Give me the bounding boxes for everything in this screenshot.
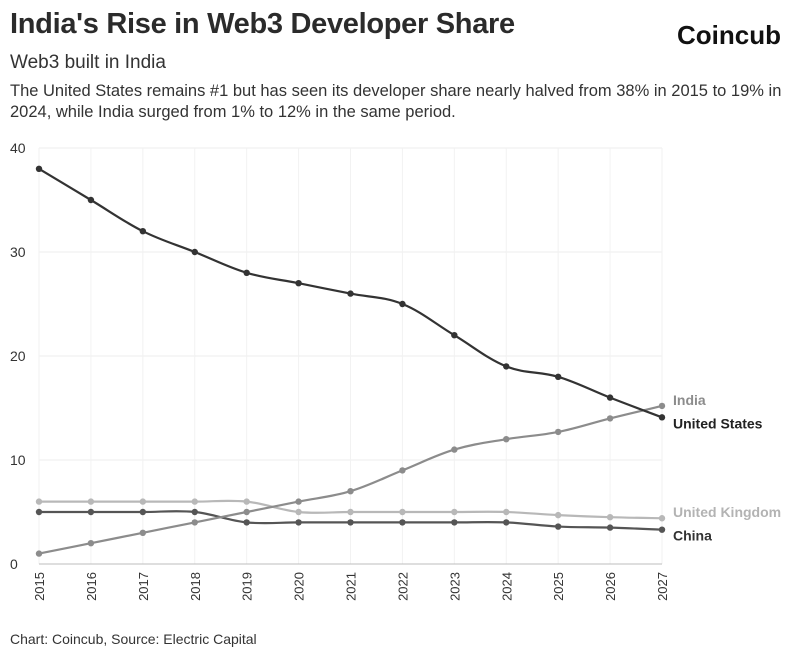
data-point-india: [554, 428, 562, 436]
data-point-china: [503, 519, 510, 526]
series-label-united-kingdom: United Kingdom: [673, 504, 781, 520]
chart-title: India's Rise in Web3 Developer Share: [10, 8, 515, 40]
data-point-china: [191, 508, 198, 516]
data-point-china: [139, 508, 147, 516]
data-point-united-kingdom: [399, 508, 406, 516]
data-point-united-states: [606, 394, 614, 401]
series-group: [35, 165, 666, 557]
data-point-united-kingdom: [191, 498, 198, 505]
data-point-india: [606, 415, 614, 422]
data-point-india: [191, 519, 198, 526]
data-point-india: [451, 446, 458, 453]
data-point-united-kingdom: [87, 498, 95, 505]
data-point-china: [35, 508, 43, 516]
data-point-india: [35, 550, 43, 557]
data-point-china: [658, 526, 666, 533]
x-tick-label: 2027: [655, 572, 670, 601]
data-point-united-states: [503, 363, 510, 370]
data-point-united-states: [347, 290, 354, 297]
chart-subtitle: Web3 built in India: [10, 52, 166, 73]
data-point-united-states: [35, 165, 43, 172]
data-point-china: [347, 519, 354, 526]
x-tick-label: 2024: [499, 572, 514, 601]
brand-logo: Coincub: [677, 20, 781, 50]
data-point-united-kingdom: [658, 515, 666, 522]
series-label-china: China: [673, 528, 712, 544]
data-point-china: [87, 508, 95, 516]
data-point-india: [658, 402, 666, 410]
x-tick-label: 2019: [240, 572, 255, 601]
x-tick-label: 2015: [32, 572, 47, 601]
data-point-united-kingdom: [295, 508, 302, 516]
x-tick-label: 2025: [551, 572, 566, 601]
data-point-united-kingdom: [35, 498, 43, 505]
data-point-united-states: [658, 414, 666, 421]
data-point-india: [87, 540, 95, 547]
data-point-india: [295, 498, 302, 505]
data-point-united-states: [554, 373, 562, 380]
data-point-united-kingdom: [554, 511, 562, 519]
data-point-china: [243, 519, 250, 526]
chart-source: Chart: Coincub, Source: Electric Capital: [10, 631, 257, 647]
data-point-india: [347, 488, 354, 495]
data-point-united-kingdom: [503, 508, 510, 516]
data-point-united-states: [451, 332, 458, 339]
series-label-united-states: United States: [673, 415, 763, 431]
y-tick-label: 10: [10, 452, 26, 468]
data-point-united-kingdom: [139, 498, 147, 505]
x-tick-label: 2023: [447, 572, 462, 601]
data-point-india: [139, 529, 147, 536]
data-point-china: [554, 523, 562, 530]
x-tick-label: 2026: [603, 572, 618, 601]
data-point-china: [451, 519, 458, 526]
y-axis: 0 10 20 30 40: [10, 140, 26, 572]
x-tick-label: 2018: [188, 572, 203, 601]
x-tick-label: 2021: [344, 572, 359, 601]
y-tick-label: 30: [10, 244, 26, 260]
y-tick-label: 40: [10, 140, 26, 156]
x-tick-label: 2016: [84, 572, 99, 601]
y-tick-label: 0: [10, 556, 18, 572]
data-point-united-kingdom: [347, 508, 354, 516]
data-point-china: [606, 524, 614, 531]
series-labels: United States India United Kingdom China: [673, 392, 781, 544]
data-point-china: [399, 519, 406, 526]
data-point-united-states: [139, 228, 147, 235]
x-tick-label: 2017: [136, 572, 151, 601]
data-point-india: [503, 436, 510, 443]
data-point-united-states: [295, 280, 302, 287]
data-point-india: [243, 508, 250, 516]
data-point-india: [399, 467, 406, 474]
data-point-united-kingdom: [606, 514, 614, 521]
series-label-india: India: [673, 392, 706, 408]
data-point-united-states: [399, 300, 406, 308]
chart-description: The United States remains #1 but has see…: [10, 82, 782, 121]
data-point-united-states: [87, 196, 95, 204]
data-point-united-states: [243, 269, 250, 276]
data-point-united-kingdom: [243, 498, 250, 505]
x-tick-label: 2022: [395, 572, 410, 601]
data-point-united-states: [191, 248, 198, 256]
x-tick-label: 2020: [292, 572, 307, 601]
data-point-china: [295, 519, 302, 526]
x-axis: 2015 2016 2017 2018 2019 2020 2021 2022 2023 2024…: [32, 563, 670, 601]
y-tick-label: 20: [10, 348, 26, 364]
data-point-united-kingdom: [451, 508, 458, 516]
